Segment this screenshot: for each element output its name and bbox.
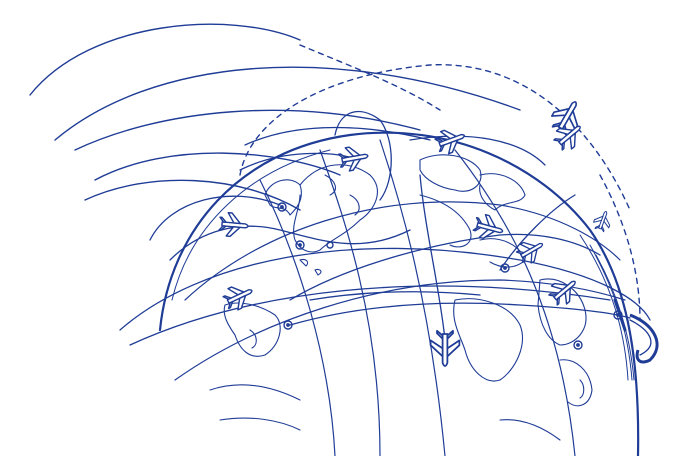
airplane-icon [432,123,469,158]
location-pin-icon [500,263,510,273]
continents [209,154,593,441]
airplane-icon [591,208,615,234]
globe-rim-accent [629,313,659,364]
location-pin-icon [295,240,305,250]
airplane-icon [549,116,589,155]
location-pin-icon [283,320,293,330]
airplane-icon [429,329,461,367]
airplane-icon [336,143,371,173]
location-pin-icon [326,241,334,249]
location-pin-icon [613,310,623,320]
airplane-icon [544,271,584,310]
airplane-icon [220,279,258,314]
globe-grid [174,139,626,456]
location-pin-icon [573,340,583,350]
location-pin-icon [277,202,287,212]
airplane-icon [217,211,250,239]
sky-arcs [29,23,521,211]
dashed-routes [239,44,641,321]
location-pin-icons [277,202,623,350]
